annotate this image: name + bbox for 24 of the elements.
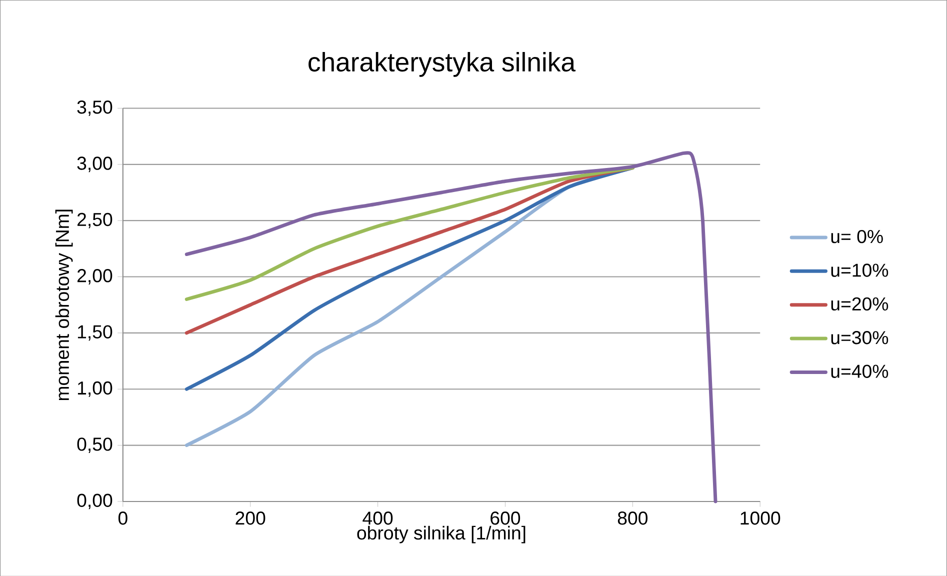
y-tick-label: 1,50 [78,325,112,340]
y-tick-label: 3,00 [77,156,112,172]
x-tick-label: 1000 [740,511,780,525]
y-tick-label: 2,50 [77,212,112,228]
legend-label: u=30% [831,330,888,344]
y-tick-label: 2,00 [77,268,112,284]
y-tick-label: 0,00 [77,494,112,509]
legend-label: u= 0% [831,230,883,243]
legend-label: u=40% [831,364,888,378]
y-axis-title: moment obrotowy [Nm] [55,210,73,400]
chart-title: charakterystyka silnika [308,52,576,77]
x-tick-label: 600 [490,511,520,525]
x-tick-label: 800 [618,511,648,525]
y-tick-label: 3,50 [77,100,112,116]
x-axis-title: obroty silnika [1/min] [357,526,526,544]
legend-label: u=20% [831,297,888,310]
x-tick-label: 400 [362,511,393,525]
y-tick-label: 0,50 [77,437,112,453]
legend-label: u=10% [831,263,888,277]
y-tick-label: 1,00 [78,381,112,397]
x-tick-label: 200 [236,511,266,525]
line-series [184,151,718,504]
line-series [184,166,634,301]
x-tick-label: 0 [118,511,128,525]
